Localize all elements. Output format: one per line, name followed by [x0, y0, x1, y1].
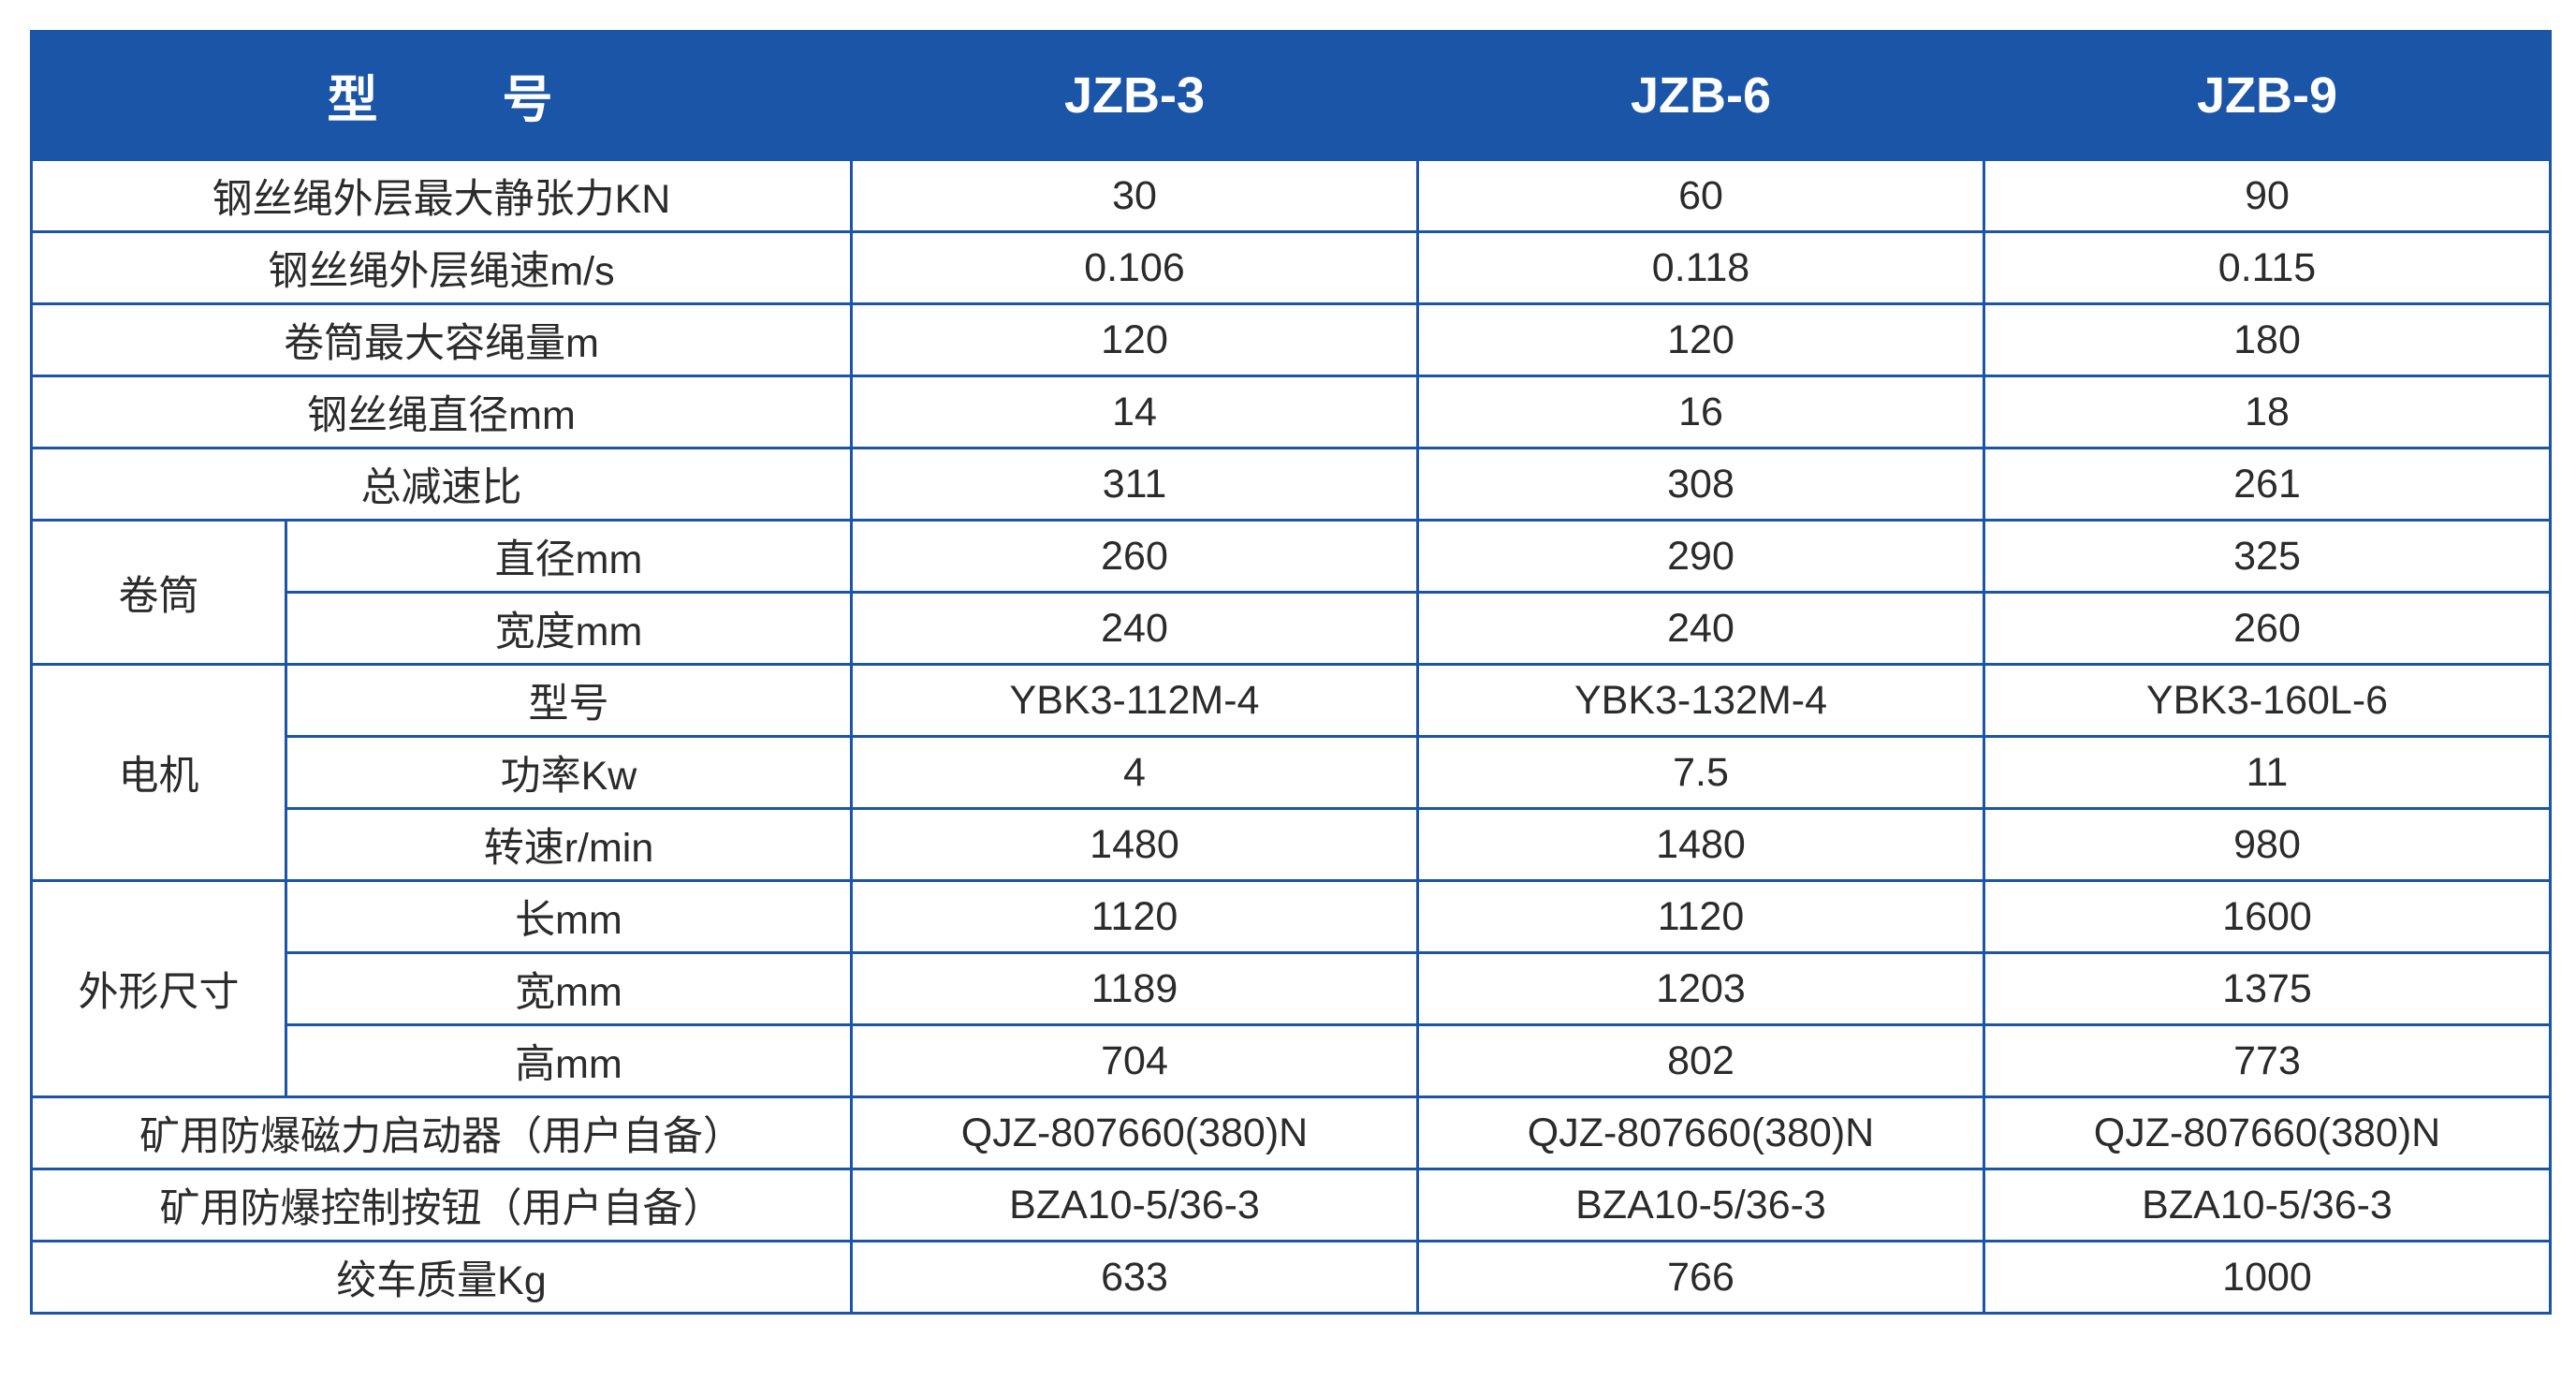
row-label: 矿用防爆控制按钮（用户自备）	[30, 1168, 853, 1242]
row-label: 绞车质量Kg	[30, 1240, 853, 1315]
table-row: 宽度mm 240 240 260	[32, 591, 2552, 666]
table-cell: 60	[1416, 157, 1985, 233]
table-cell: 980	[1983, 807, 2552, 882]
table-cell: 1600	[1983, 879, 2552, 954]
table-cell: 1120	[1416, 879, 1985, 954]
group-label: 卷筒	[30, 519, 287, 666]
table-row: 转速r/min 1480 1480 980	[32, 807, 2552, 882]
table-cell: 290	[1416, 519, 1985, 594]
row-label: 总减速比	[30, 447, 853, 522]
table-row: 电机 型号 YBK3-112M-4 YBK3-132M-4 YBK3-160L-…	[30, 663, 2552, 882]
row-label: 钢丝绳外层最大静张力KN	[30, 157, 853, 233]
table-cell: 773	[1983, 1023, 2552, 1098]
sub-row-label: 型号	[285, 663, 853, 738]
table-row: 宽mm 1189 1203 1375	[32, 951, 2552, 1026]
table-cell: QJZ-807660(380)N	[1983, 1095, 2552, 1170]
table-cell: 0.106	[850, 230, 1419, 305]
row-label: 钢丝绳直径mm	[30, 375, 853, 449]
model-col-header: JZB-3	[850, 30, 1419, 161]
table-row: 外形尺寸 长mm 1120 1120 1600	[30, 879, 2552, 1098]
row-label: 卷筒最大容绳量m	[30, 302, 853, 377]
table-row: 钢丝绳直径mm 14 16 18	[30, 375, 2552, 449]
model-header-char-1: 型	[327, 72, 381, 128]
spec-table: 型号 JZB-3 JZB-6 JZB-9 钢丝绳外层最大静张力KN 30 60 …	[30, 30, 2552, 1315]
table-row: 功率Kw 4 7.5 11	[32, 735, 2552, 810]
table-cell: 1480	[850, 807, 1419, 882]
table-cell: 1120	[850, 879, 1419, 954]
table-row: 矿用防爆控制按钮（用户自备） BZA10-5/36-3 BZA10-5/36-3…	[30, 1168, 2552, 1242]
table-cell: 0.115	[1983, 230, 2552, 305]
sub-row-label: 宽mm	[285, 951, 853, 1026]
table-cell: 1375	[1983, 951, 2552, 1026]
model-col-header: JZB-6	[1416, 30, 1985, 161]
table-cell: 90	[1983, 157, 2552, 233]
table-row: 矿用防爆磁力启动器（用户自备） QJZ-807660(380)N QJZ-807…	[30, 1095, 2552, 1170]
table-cell: 802	[1416, 1023, 1985, 1098]
table-cell: 18	[1983, 375, 2552, 449]
table-cell: 311	[850, 447, 1419, 522]
table-cell: 766	[1416, 1240, 1985, 1315]
table-cell: 1203	[1416, 951, 1985, 1026]
table-cell: 240	[1416, 591, 1985, 666]
table-body: 钢丝绳外层最大静张力KN 30 60 90 钢丝绳外层绳速m/s 0.106 0…	[30, 157, 2552, 1315]
table-cell: 16	[1416, 375, 1985, 449]
sub-row-label: 宽度mm	[285, 591, 853, 666]
group-label: 外形尺寸	[30, 879, 287, 1098]
table-cell: 120	[1416, 302, 1985, 377]
table-cell: 260	[850, 519, 1419, 594]
model-header: 型号	[30, 30, 853, 161]
table-cell: 0.118	[1416, 230, 1985, 305]
sub-row-label: 转速r/min	[285, 807, 853, 882]
sub-row-label: 高mm	[285, 1023, 853, 1098]
table-cell: QJZ-807660(380)N	[1416, 1095, 1985, 1170]
table-cell: 30	[850, 157, 1419, 233]
table-row: 卷筒 直径mm 260 290 325	[30, 519, 2552, 666]
table-cell: 120	[850, 302, 1419, 377]
sub-row-label: 长mm	[285, 879, 853, 954]
table-cell: 240	[850, 591, 1419, 666]
table-cell: 7.5	[1416, 735, 1985, 810]
table-cell: YBK3-112M-4	[850, 663, 1419, 738]
table-cell: BZA10-5/36-3	[850, 1168, 1419, 1242]
header-row: 型号 JZB-3 JZB-6 JZB-9	[30, 30, 2552, 161]
table-cell: BZA10-5/36-3	[1983, 1168, 2552, 1242]
row-label: 钢丝绳外层绳速m/s	[30, 230, 853, 305]
table-header: 型号 JZB-3 JZB-6 JZB-9	[30, 30, 2552, 161]
model-header-char-2: 号	[502, 72, 556, 128]
table-cell: 11	[1983, 735, 2552, 810]
table-cell: 4	[850, 735, 1419, 810]
table-cell: 1189	[850, 951, 1419, 1026]
table-row: 钢丝绳外层最大静张力KN 30 60 90	[30, 157, 2552, 233]
table-cell: YBK3-160L-6	[1983, 663, 2552, 738]
table-row: 钢丝绳外层绳速m/s 0.106 0.118 0.115	[30, 230, 2552, 305]
table-cell: 260	[1983, 591, 2552, 666]
table-cell: YBK3-132M-4	[1416, 663, 1985, 738]
table-row: 卷筒最大容绳量m 120 120 180	[30, 302, 2552, 377]
table-cell: 1480	[1416, 807, 1985, 882]
table-row: 高mm 704 802 773	[32, 1023, 2552, 1098]
table-cell: QJZ-807660(380)N	[850, 1095, 1419, 1170]
sub-row-label: 直径mm	[285, 519, 853, 594]
table-row: 总减速比 311 308 261	[30, 447, 2552, 522]
table-cell: 180	[1983, 302, 2552, 377]
table-cell: 1000	[1983, 1240, 2552, 1315]
table-cell: 308	[1416, 447, 1985, 522]
table-cell: 261	[1983, 447, 2552, 522]
table-row: 绞车质量Kg 633 766 1000	[30, 1240, 2552, 1315]
group-label: 电机	[30, 663, 287, 882]
table-cell: 704	[850, 1023, 1419, 1098]
model-col-header: JZB-9	[1983, 30, 2552, 161]
table-cell: 325	[1983, 519, 2552, 594]
table-cell: BZA10-5/36-3	[1416, 1168, 1985, 1242]
row-label: 矿用防爆磁力启动器（用户自备）	[30, 1095, 853, 1170]
table-cell: 633	[850, 1240, 1419, 1315]
table-cell: 14	[850, 375, 1419, 449]
sub-row-label: 功率Kw	[285, 735, 853, 810]
